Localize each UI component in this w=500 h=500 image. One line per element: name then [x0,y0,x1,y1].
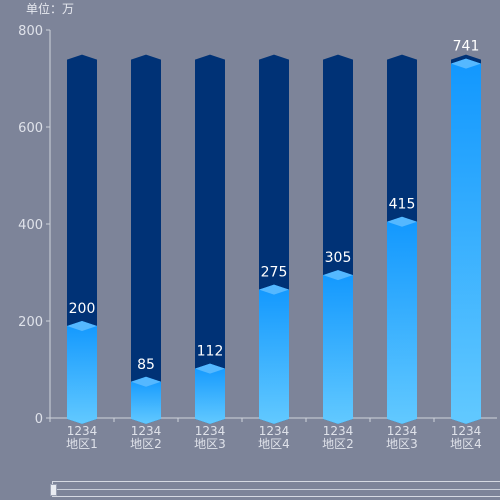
value-bar [387,216,417,424]
background-bar [131,54,161,425]
chart-axes: 02004006008001234地区11234地区21234地区31234地区… [18,24,497,451]
slider-handle[interactable] [50,484,57,496]
slider-track [57,489,500,490]
data-label: 85 [137,357,155,373]
x-tick-label: 地区4 [258,437,290,451]
value-bar [259,284,289,424]
value-bar-cap [67,321,97,331]
y-tick-label: 600 [18,121,43,136]
x-tick-label: 1234 [451,424,482,438]
x-tick-label: 1234 [131,424,162,438]
value-bar [67,321,97,424]
value-bar-cap [323,270,353,281]
y-tick-label: 200 [18,315,43,330]
bar-chart: 02004006008001234地区11234地区21234地区31234地区… [18,24,497,451]
y-tick-label: 400 [18,218,43,233]
y-axis-unit-label: 单位：万 [26,2,75,16]
x-tick-label: 地区2 [130,437,162,451]
value-bar [323,270,353,424]
value-bar-cap [131,376,161,387]
value-bar-cap [195,363,225,374]
value-bar-cap [259,284,289,295]
data-zoom-slider[interactable] [50,481,500,497]
data-label: 112 [197,344,224,360]
x-tick-label: 1234 [67,424,98,438]
x-tick-label: 1234 [387,424,418,438]
background-bar [195,54,225,425]
x-tick-label: 1234 [259,424,290,438]
x-tick-label: 地区3 [386,437,418,451]
y-tick-label: 0 [35,412,43,427]
data-label: 415 [389,197,416,213]
data-label: 275 [261,265,288,281]
data-label: 741 [453,39,480,55]
x-tick-label: 地区1 [66,437,98,451]
value-bar-cap [451,58,481,69]
x-tick-label: 地区4 [450,437,482,451]
value-bar [131,376,161,424]
value-bar [451,58,481,425]
x-tick-label: 地区3 [194,437,226,451]
chart-bars [67,54,481,425]
y-tick-label: 800 [18,24,43,39]
x-tick-label: 1234 [195,424,226,438]
x-tick-label: 1234 [323,424,354,438]
data-label: 305 [325,250,352,266]
chart-data-labels: 200 85 112 275 305 415 741 [69,39,480,373]
value-bar [195,363,225,424]
x-tick-label: 地区2 [322,437,354,451]
data-label: 200 [69,301,96,317]
value-bar-cap [387,216,417,227]
